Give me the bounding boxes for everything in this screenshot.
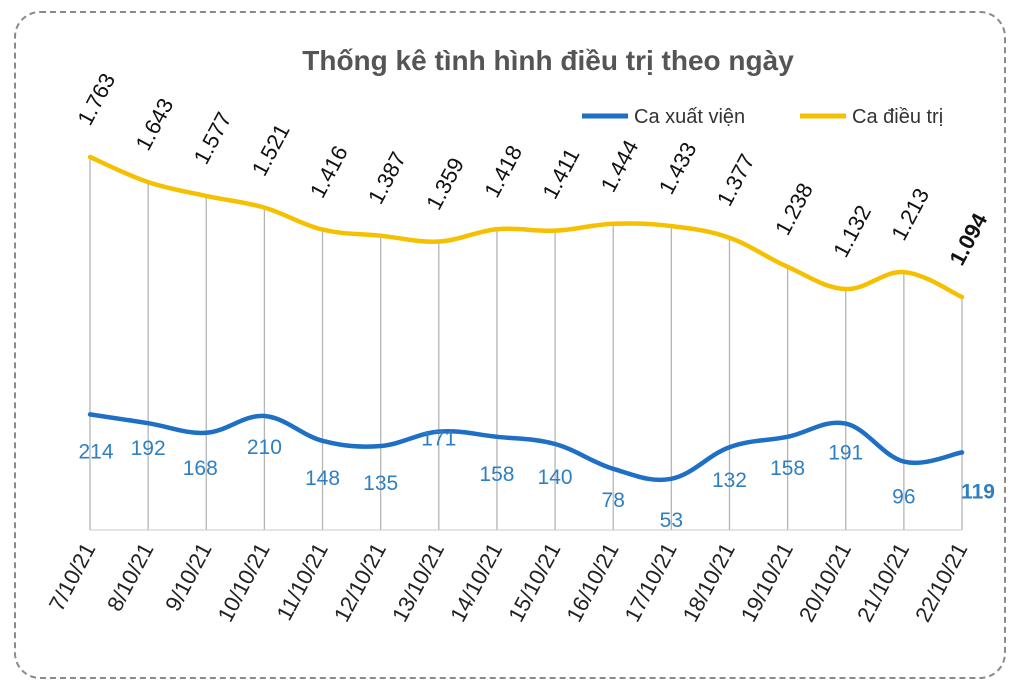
x-tick-label: 9/10/21: [160, 539, 217, 616]
data-label-discharged: 119: [961, 480, 995, 503]
x-tick-label: 10/10/21: [213, 539, 275, 626]
x-tick-label: 18/10/21: [678, 539, 740, 626]
x-tick-label: 22/10/21: [910, 539, 972, 626]
data-label-treating: 1.377: [712, 150, 760, 210]
x-tick-label: 14/10/21: [445, 539, 507, 626]
data-label-discharged: 78: [602, 489, 625, 512]
data-label-discharged: 192: [131, 437, 166, 460]
data-label-discharged: 140: [538, 466, 573, 489]
data-label-treating: 1.643: [130, 94, 178, 154]
x-tick-label: 19/10/21: [736, 539, 798, 626]
data-label-discharged: 168: [183, 457, 218, 480]
data-label-discharged: 158: [479, 463, 514, 486]
data-label-treating: 1.359: [421, 154, 469, 214]
x-tick-label: 16/10/21: [561, 539, 623, 626]
data-label-discharged: 148: [305, 467, 340, 490]
x-tick-label: 8/10/21: [102, 539, 159, 616]
x-tick-label: 15/10/21: [503, 539, 565, 626]
gridlines: [89, 157, 963, 531]
series-line-treating: [87, 154, 965, 300]
data-label-treating: 1.433: [654, 138, 702, 198]
x-tick-label: 17/10/21: [619, 539, 681, 626]
data-label-treating: 1.238: [770, 179, 818, 239]
data-label-treating: 1.416: [305, 142, 353, 202]
data-labels: 1.763 1.643 1.577 1.521 1.416 1.387 1.359 1.418…: [72, 69, 995, 532]
series-lines: [87, 154, 965, 483]
x-tick-label: 13/10/21: [387, 539, 449, 626]
data-label-discharged: 171: [421, 428, 456, 451]
x-tick-label: 20/10/21: [794, 539, 856, 626]
data-label-treating: 1.387: [363, 148, 411, 208]
data-label-discharged: 158: [770, 457, 805, 480]
chart-frame: [14, 11, 1006, 679]
series-line-discharged: [87, 412, 965, 483]
legend-label-discharged: Ca xuất viện: [634, 106, 745, 128]
data-label-discharged: 53: [660, 509, 683, 532]
data-label-discharged: 191: [828, 442, 863, 465]
data-label-treating: 1.418: [479, 141, 527, 201]
data-label-discharged: 214: [78, 440, 113, 463]
legend: Ca xuất viện Ca điều trị: [582, 106, 943, 128]
data-label-treating: 1.132: [828, 201, 876, 261]
x-tick-label: 7/10/21: [44, 539, 101, 616]
x-axis-ticks: 7/10/21 8/10/21 9/10/2110/10/2111/10/2112/…: [44, 539, 973, 626]
data-label-treating: 1.213: [886, 184, 934, 244]
x-tick-label: 21/10/21: [852, 539, 914, 626]
data-label-discharged: 96: [892, 486, 915, 509]
x-tick-label: 11/10/21: [271, 539, 333, 625]
x-tick-label: 12/10/21: [329, 539, 391, 626]
chart-title: Thống kê tình hình điều trị theo ngày: [302, 45, 794, 76]
data-label-discharged: 135: [363, 472, 398, 495]
data-label-treating: 1.521: [247, 120, 295, 180]
legend-label-treating: Ca điều trị: [852, 106, 943, 128]
data-label-discharged: 132: [712, 469, 747, 492]
data-label-treating: 1.763: [72, 69, 120, 129]
data-label-treating: 1.411: [537, 144, 584, 203]
data-label-treating: 1.094: [944, 208, 992, 269]
data-label-treating: 1.577: [189, 108, 237, 168]
data-label-discharged: 210: [247, 436, 282, 459]
data-label-treating: 1.444: [596, 136, 644, 196]
